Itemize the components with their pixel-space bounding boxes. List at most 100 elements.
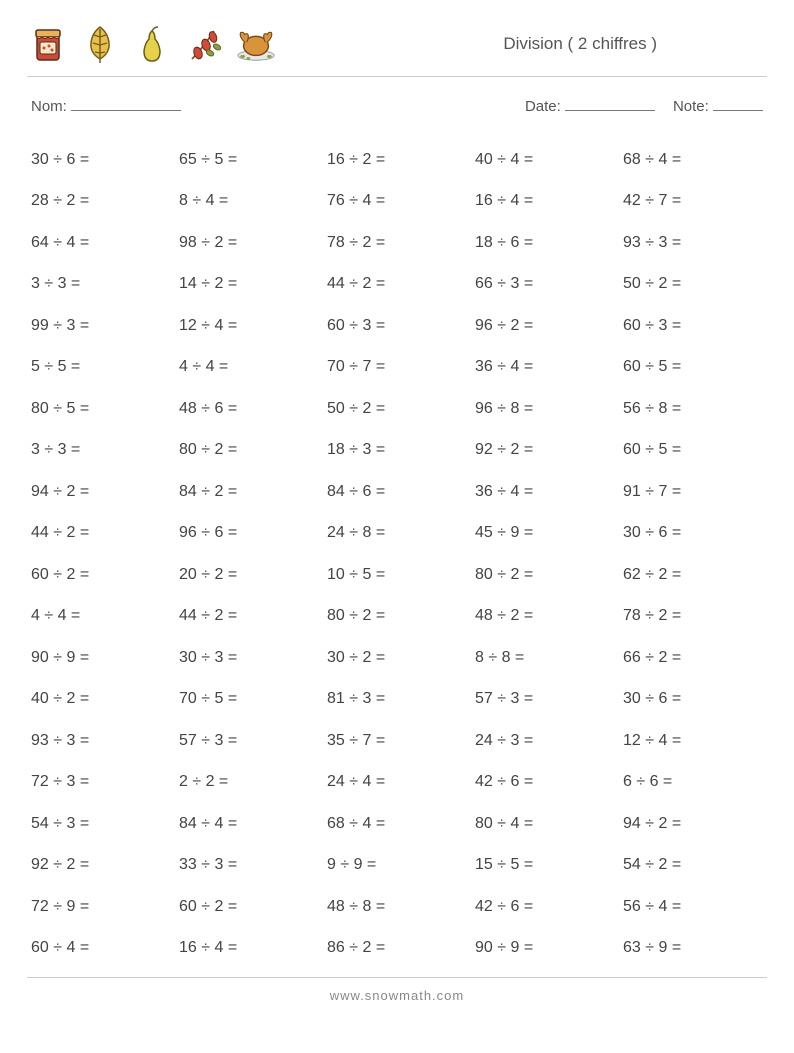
problem-cell: 92 ÷ 2 = <box>27 845 175 887</box>
roast-turkey-icon <box>235 23 277 65</box>
problem-cell: 44 ÷ 2 = <box>323 264 471 306</box>
problem-cell: 18 ÷ 3 = <box>323 430 471 472</box>
problem-cell: 84 ÷ 2 = <box>175 471 323 513</box>
problem-cell: 78 ÷ 2 = <box>619 596 767 638</box>
problem-cell: 42 ÷ 6 = <box>471 886 619 928</box>
problem-cell: 98 ÷ 2 = <box>175 222 323 264</box>
problem-cell: 4 ÷ 4 = <box>175 347 323 389</box>
score-label: Note: <box>673 98 709 115</box>
problem-cell: 66 ÷ 2 = <box>619 637 767 679</box>
problem-cell: 56 ÷ 4 = <box>619 886 767 928</box>
jam-jar-icon <box>27 23 69 65</box>
problem-cell: 14 ÷ 2 = <box>175 264 323 306</box>
problem-cell: 93 ÷ 3 = <box>619 222 767 264</box>
date-field: Date: <box>525 97 655 115</box>
problem-cell: 8 ÷ 8 = <box>471 637 619 679</box>
problem-cell: 91 ÷ 7 = <box>619 471 767 513</box>
problem-cell: 81 ÷ 3 = <box>323 679 471 721</box>
problem-cell: 92 ÷ 2 = <box>471 430 619 472</box>
problem-cell: 68 ÷ 4 = <box>619 139 767 181</box>
problem-cell: 50 ÷ 2 = <box>619 264 767 306</box>
problem-cell: 80 ÷ 2 = <box>471 554 619 596</box>
problem-cell: 40 ÷ 2 = <box>27 679 175 721</box>
score-line <box>713 97 763 111</box>
problem-cell: 50 ÷ 2 = <box>323 388 471 430</box>
problem-cell: 20 ÷ 2 = <box>175 554 323 596</box>
header-icons <box>27 23 277 65</box>
problem-cell: 36 ÷ 4 = <box>471 347 619 389</box>
problem-cell: 84 ÷ 4 = <box>175 803 323 845</box>
problem-cell: 84 ÷ 6 = <box>323 471 471 513</box>
name-field: Nom: <box>31 97 181 115</box>
pear-icon <box>131 23 173 65</box>
problem-cell: 40 ÷ 4 = <box>471 139 619 181</box>
problem-cell: 56 ÷ 8 = <box>619 388 767 430</box>
problem-cell: 48 ÷ 2 = <box>471 596 619 638</box>
problem-cell: 10 ÷ 5 = <box>323 554 471 596</box>
problem-cell: 48 ÷ 8 = <box>323 886 471 928</box>
problem-cell: 80 ÷ 2 = <box>323 596 471 638</box>
problem-cell: 28 ÷ 2 = <box>27 181 175 223</box>
problem-cell: 30 ÷ 6 = <box>619 513 767 555</box>
problem-cell: 44 ÷ 2 = <box>175 596 323 638</box>
autumn-leaf-icon <box>79 23 121 65</box>
problem-cell: 60 ÷ 3 = <box>619 305 767 347</box>
problem-cell: 33 ÷ 3 = <box>175 845 323 887</box>
problem-cell: 36 ÷ 4 = <box>471 471 619 513</box>
problem-cell: 24 ÷ 3 = <box>471 720 619 762</box>
problem-cell: 45 ÷ 9 = <box>471 513 619 555</box>
problem-cell: 42 ÷ 7 = <box>619 181 767 223</box>
problem-grid: 30 ÷ 6 =65 ÷ 5 =16 ÷ 2 =40 ÷ 4 =68 ÷ 4 =… <box>27 139 767 969</box>
problem-cell: 44 ÷ 2 = <box>27 513 175 555</box>
problem-cell: 30 ÷ 6 = <box>27 139 175 181</box>
problem-cell: 60 ÷ 3 = <box>323 305 471 347</box>
problem-cell: 30 ÷ 6 = <box>619 679 767 721</box>
problem-cell: 48 ÷ 6 = <box>175 388 323 430</box>
problem-cell: 35 ÷ 7 = <box>323 720 471 762</box>
problem-cell: 4 ÷ 4 = <box>27 596 175 638</box>
date-line <box>565 97 655 111</box>
problem-cell: 60 ÷ 4 = <box>27 928 175 970</box>
date-label: Date: <box>525 98 561 115</box>
problem-cell: 57 ÷ 3 = <box>471 679 619 721</box>
worksheet-title: Division ( 2 chiffres ) <box>503 34 767 54</box>
problem-cell: 70 ÷ 7 = <box>323 347 471 389</box>
problem-cell: 93 ÷ 3 = <box>27 720 175 762</box>
problem-cell: 60 ÷ 5 = <box>619 347 767 389</box>
problem-cell: 60 ÷ 5 = <box>619 430 767 472</box>
problem-cell: 15 ÷ 5 = <box>471 845 619 887</box>
problem-cell: 5 ÷ 5 = <box>27 347 175 389</box>
problem-cell: 30 ÷ 2 = <box>323 637 471 679</box>
name-line <box>71 97 181 111</box>
footer-text: www.snowmath.com <box>27 978 767 1003</box>
problem-cell: 9 ÷ 9 = <box>323 845 471 887</box>
problem-cell: 62 ÷ 2 = <box>619 554 767 596</box>
problem-cell: 80 ÷ 4 = <box>471 803 619 845</box>
problem-cell: 12 ÷ 4 = <box>619 720 767 762</box>
problem-cell: 68 ÷ 4 = <box>323 803 471 845</box>
score-field: Note: <box>673 97 763 115</box>
problem-cell: 30 ÷ 3 = <box>175 637 323 679</box>
problem-cell: 3 ÷ 3 = <box>27 430 175 472</box>
problem-cell: 80 ÷ 2 = <box>175 430 323 472</box>
header-bar: Division ( 2 chiffres ) <box>27 18 767 70</box>
problem-cell: 54 ÷ 2 = <box>619 845 767 887</box>
problem-cell: 80 ÷ 5 = <box>27 388 175 430</box>
problem-cell: 76 ÷ 4 = <box>323 181 471 223</box>
problem-cell: 6 ÷ 6 = <box>619 762 767 804</box>
problem-cell: 66 ÷ 3 = <box>471 264 619 306</box>
rosehip-branch-icon <box>183 23 225 65</box>
problem-cell: 24 ÷ 4 = <box>323 762 471 804</box>
problem-cell: 96 ÷ 2 = <box>471 305 619 347</box>
problem-cell: 90 ÷ 9 = <box>27 637 175 679</box>
problem-cell: 60 ÷ 2 = <box>175 886 323 928</box>
problem-cell: 90 ÷ 9 = <box>471 928 619 970</box>
problem-cell: 96 ÷ 6 = <box>175 513 323 555</box>
problem-cell: 8 ÷ 4 = <box>175 181 323 223</box>
problem-cell: 60 ÷ 2 = <box>27 554 175 596</box>
problem-cell: 72 ÷ 9 = <box>27 886 175 928</box>
problem-cell: 96 ÷ 8 = <box>471 388 619 430</box>
problem-cell: 16 ÷ 4 = <box>175 928 323 970</box>
problem-cell: 86 ÷ 2 = <box>323 928 471 970</box>
problem-cell: 64 ÷ 4 = <box>27 222 175 264</box>
